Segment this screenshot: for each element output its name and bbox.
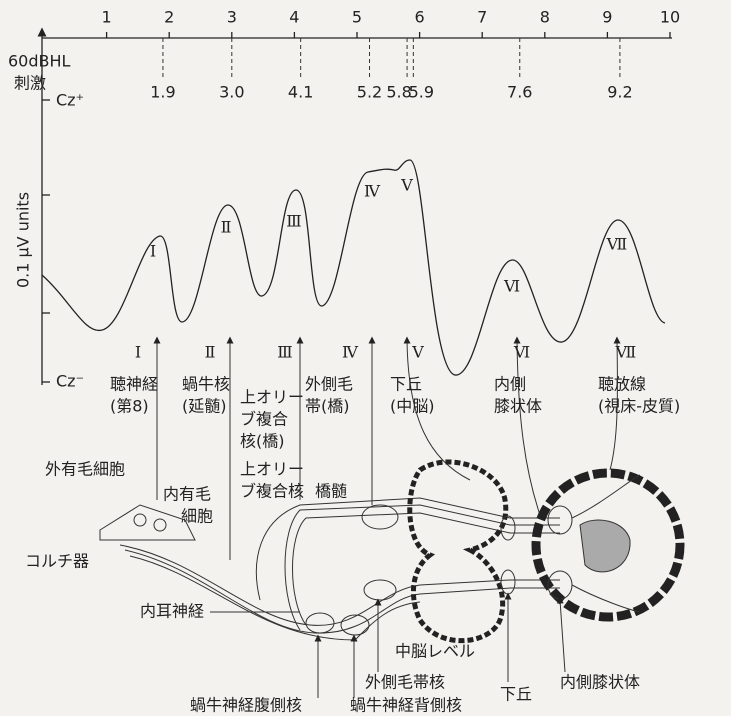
wave-label: (中脳) <box>390 397 435 416</box>
wave-label: (第8) <box>110 397 149 416</box>
latency-label: 9.2 <box>607 83 632 102</box>
latency-label: 4.1 <box>288 83 313 102</box>
anatomy-label: 蝸牛神経背側核 <box>350 696 462 715</box>
wave-label: 蝸牛核 <box>182 375 230 394</box>
latency-label: 5.9 <box>409 83 434 102</box>
time-tick-label: 3 <box>227 8 237 27</box>
anatomy-label: 内有毛 <box>163 485 211 504</box>
anatomy-label: 内側膝状体 <box>560 673 640 692</box>
time-tick-label: 1 <box>102 8 112 27</box>
latency-label: 3.0 <box>219 83 244 102</box>
wave-label: 帯(橋) <box>305 397 350 416</box>
anatomy-label: 外側毛帯核 <box>365 673 445 692</box>
wave-label: 膝状体 <box>494 397 542 416</box>
wave-label: 核(橋) <box>240 432 285 451</box>
wave-label: (視床-皮質) <box>598 397 680 416</box>
cz-minus: Cz⁻ <box>56 372 84 391</box>
time-tick-label: 5 <box>352 8 362 27</box>
anatomy-label: 中脳レベル <box>395 642 475 661</box>
anatomy-label: 内耳神経 <box>140 602 204 621</box>
wave-numeral: Ⅱ <box>205 343 216 362</box>
wave-label: ブ複合 <box>240 410 288 429</box>
latency-label: 1.9 <box>150 83 175 102</box>
peak-numeral: Ⅲ <box>286 212 301 231</box>
time-tick-label: 10 <box>660 8 680 27</box>
y-label: 0.1 μV units <box>14 192 33 288</box>
time-tick-label: 9 <box>602 8 612 27</box>
wave-numeral: Ⅵ <box>513 343 530 362</box>
time-tick-label: 4 <box>289 8 299 27</box>
anatomy-label: 蝸牛神経腹側核 <box>190 696 302 715</box>
peak-numeral: Ⅵ <box>503 277 520 296</box>
wave-label: 聴放線 <box>598 375 646 394</box>
wave-label: 内側 <box>494 375 526 394</box>
peak-numeral: Ⅴ <box>400 176 413 195</box>
anatomy-label: コルチ器 <box>25 552 89 571</box>
stimulus-level: 60dBHL <box>8 52 71 71</box>
peak-numeral: Ⅰ <box>150 242 156 261</box>
figure: 60dBHL 刺激 Cz⁺ Cz⁻ 0.1 μV units <box>0 0 731 716</box>
wave-label: 聴神経 <box>110 375 158 394</box>
time-tick-label: 6 <box>415 8 425 27</box>
wave-label: 上オリー <box>240 388 304 407</box>
wave-label: (延髄) <box>182 397 227 416</box>
anatomy-label: 細胞 <box>181 507 213 526</box>
peak-numeral: Ⅱ <box>221 218 232 237</box>
stimulus: 刺激 <box>14 74 46 93</box>
wave-numeral: Ⅶ <box>615 343 637 362</box>
time-tick-label: 2 <box>164 8 174 27</box>
wave-arrows <box>157 340 617 560</box>
time-tick-label: 8 <box>540 8 550 27</box>
wave-numeral: Ⅰ <box>135 343 141 362</box>
anatomy-label: ブ複合核 <box>240 482 304 501</box>
anatomy-label: 上オリー <box>240 460 304 479</box>
anatomy-label: 下丘 <box>500 685 532 704</box>
cz-plus: Cz⁺ <box>56 91 84 110</box>
wave-label: 外側毛 <box>305 375 353 394</box>
peak-numeral: Ⅶ <box>606 235 628 254</box>
latency-label: 7.6 <box>507 83 532 102</box>
latency-label: 5.2 <box>357 83 382 102</box>
wave-numeral: Ⅴ <box>411 343 424 362</box>
anatomy-label: 橋髄 <box>315 482 347 501</box>
anatomy-label: 外有毛細胞 <box>45 460 125 479</box>
wave-numeral: Ⅲ <box>277 343 292 362</box>
wave-label: 下丘 <box>390 375 422 394</box>
peak-numeral: Ⅳ <box>364 182 381 201</box>
wave-numeral: Ⅳ <box>342 343 359 362</box>
time-tick-label: 7 <box>477 8 487 27</box>
